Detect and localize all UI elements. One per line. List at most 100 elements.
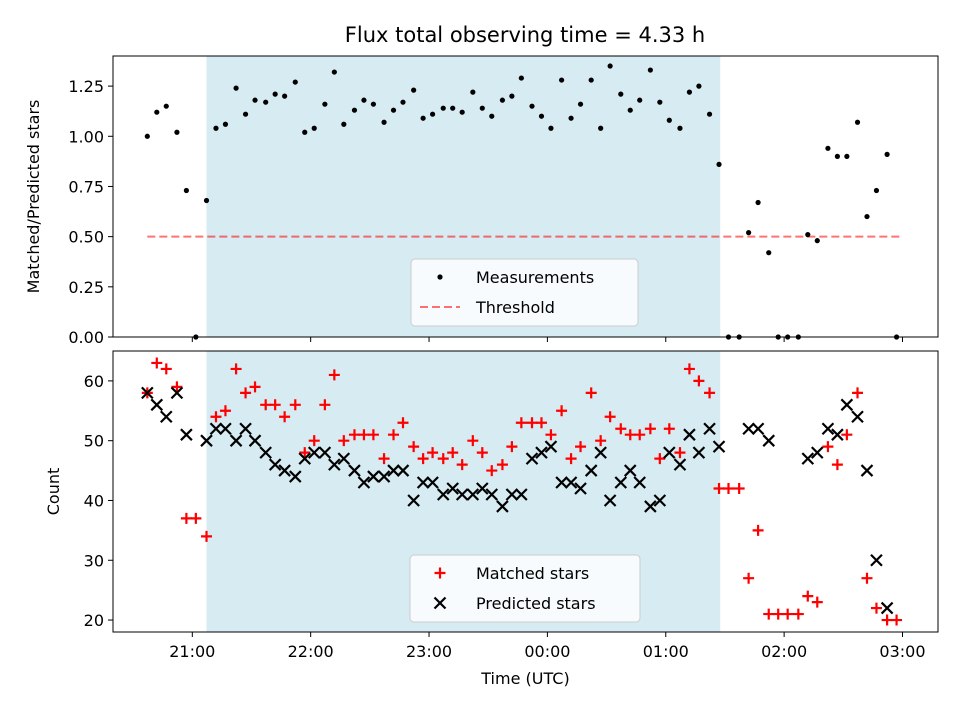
matched-point xyxy=(210,411,222,423)
predicted-point xyxy=(614,476,628,489)
predicted-point xyxy=(851,410,864,424)
measurement-point xyxy=(618,91,624,97)
measurement-point xyxy=(716,161,722,167)
predicted-point xyxy=(801,452,815,465)
predicted-point xyxy=(683,428,696,441)
matched-point xyxy=(151,357,163,369)
x-tick-label: 21:00 xyxy=(169,642,215,661)
predicted-point xyxy=(407,494,420,507)
measurement-point xyxy=(311,125,317,131)
measurement-point xyxy=(272,91,278,97)
predicted-point xyxy=(367,470,380,483)
matched-point xyxy=(308,435,320,447)
predicted-point xyxy=(455,488,469,501)
predicted-point xyxy=(505,488,519,501)
predicted-point xyxy=(485,488,499,501)
predicted-point xyxy=(170,386,184,400)
matched-point xyxy=(201,530,213,542)
matched-point xyxy=(160,363,172,375)
predicted-point xyxy=(377,470,391,483)
matched-point xyxy=(654,453,666,465)
predicted-point xyxy=(278,464,291,477)
predicted-point xyxy=(357,476,371,489)
predicted-point xyxy=(535,446,548,459)
matched-point xyxy=(743,572,755,584)
measurement-point xyxy=(440,105,446,111)
matched-point xyxy=(397,417,409,429)
measurement-point xyxy=(686,89,693,95)
matched-point xyxy=(535,417,547,429)
matched-point xyxy=(338,435,350,447)
x-axis-label: Time (UTC) xyxy=(480,669,569,688)
predicted-point xyxy=(337,452,351,465)
matched-point xyxy=(752,524,764,536)
legend: Matched stars Predicted stars xyxy=(409,554,641,623)
predicted-point xyxy=(603,494,617,507)
measurement-point xyxy=(864,213,870,220)
predicted-point xyxy=(564,476,578,489)
matched-point xyxy=(674,447,686,459)
matched-point xyxy=(881,614,893,626)
measurement-point xyxy=(805,232,811,238)
predicted-point xyxy=(318,446,332,459)
x-tick-label: 01:00 xyxy=(643,642,689,661)
measurement-point xyxy=(529,103,535,109)
matched-point xyxy=(733,483,745,495)
measurement-point xyxy=(429,111,436,117)
matched-point xyxy=(722,483,734,495)
predicted-point xyxy=(810,446,824,459)
matched-point xyxy=(792,608,804,620)
matched-point xyxy=(180,512,192,524)
matched-point xyxy=(704,387,716,399)
measurement-point xyxy=(884,151,890,157)
predicted-point xyxy=(328,458,341,471)
y-tick-label: 1.25 xyxy=(68,77,104,96)
measurement-point xyxy=(370,101,377,107)
measurement-point xyxy=(302,129,308,135)
measurement-point xyxy=(873,187,880,194)
y-tick-label: 20 xyxy=(84,611,104,630)
predicted-point xyxy=(466,488,480,501)
matched-point xyxy=(219,405,231,417)
predicted-point xyxy=(525,452,539,465)
measurement-point xyxy=(459,109,465,115)
legend-label: Threshold xyxy=(475,298,555,317)
predicted-point xyxy=(307,446,321,459)
measurement-point xyxy=(390,107,397,113)
y-tick-label: 60 xyxy=(84,372,104,391)
matched-point xyxy=(437,453,449,465)
measurement-point xyxy=(647,67,653,73)
x-tick-label: 23:00 xyxy=(406,642,452,661)
measurement-point xyxy=(242,111,249,117)
matched-point xyxy=(249,381,261,393)
measurement-point xyxy=(292,79,298,85)
legend-predicted-marker xyxy=(433,596,447,610)
y-tick-label: 40 xyxy=(84,491,104,510)
predicted-point xyxy=(663,446,676,459)
legend-label: Matched stars xyxy=(476,564,589,583)
measurement-point xyxy=(420,115,426,121)
matched-point xyxy=(319,399,331,411)
measurement-point xyxy=(548,125,554,131)
axes-frame xyxy=(112,350,939,633)
matched-point xyxy=(841,429,853,441)
measurement-point xyxy=(351,107,358,113)
measurement-point xyxy=(499,97,506,103)
matched-point xyxy=(575,441,587,453)
predicted-point xyxy=(870,553,883,567)
predicted-point xyxy=(416,476,430,489)
predicted-point xyxy=(229,434,243,447)
matched-point xyxy=(408,441,420,453)
measurement-point xyxy=(538,113,545,119)
predicted-point xyxy=(751,422,765,436)
measurement-point xyxy=(213,125,219,131)
y-axis-label: Count xyxy=(44,468,63,516)
measurement-point xyxy=(598,125,604,131)
predicted-point xyxy=(762,434,776,447)
matched-point xyxy=(279,411,291,423)
predicted-point xyxy=(555,476,568,489)
matched-point xyxy=(447,447,459,459)
predicted-point xyxy=(574,482,587,495)
legend-box xyxy=(409,554,641,623)
predicted-point xyxy=(436,488,450,501)
